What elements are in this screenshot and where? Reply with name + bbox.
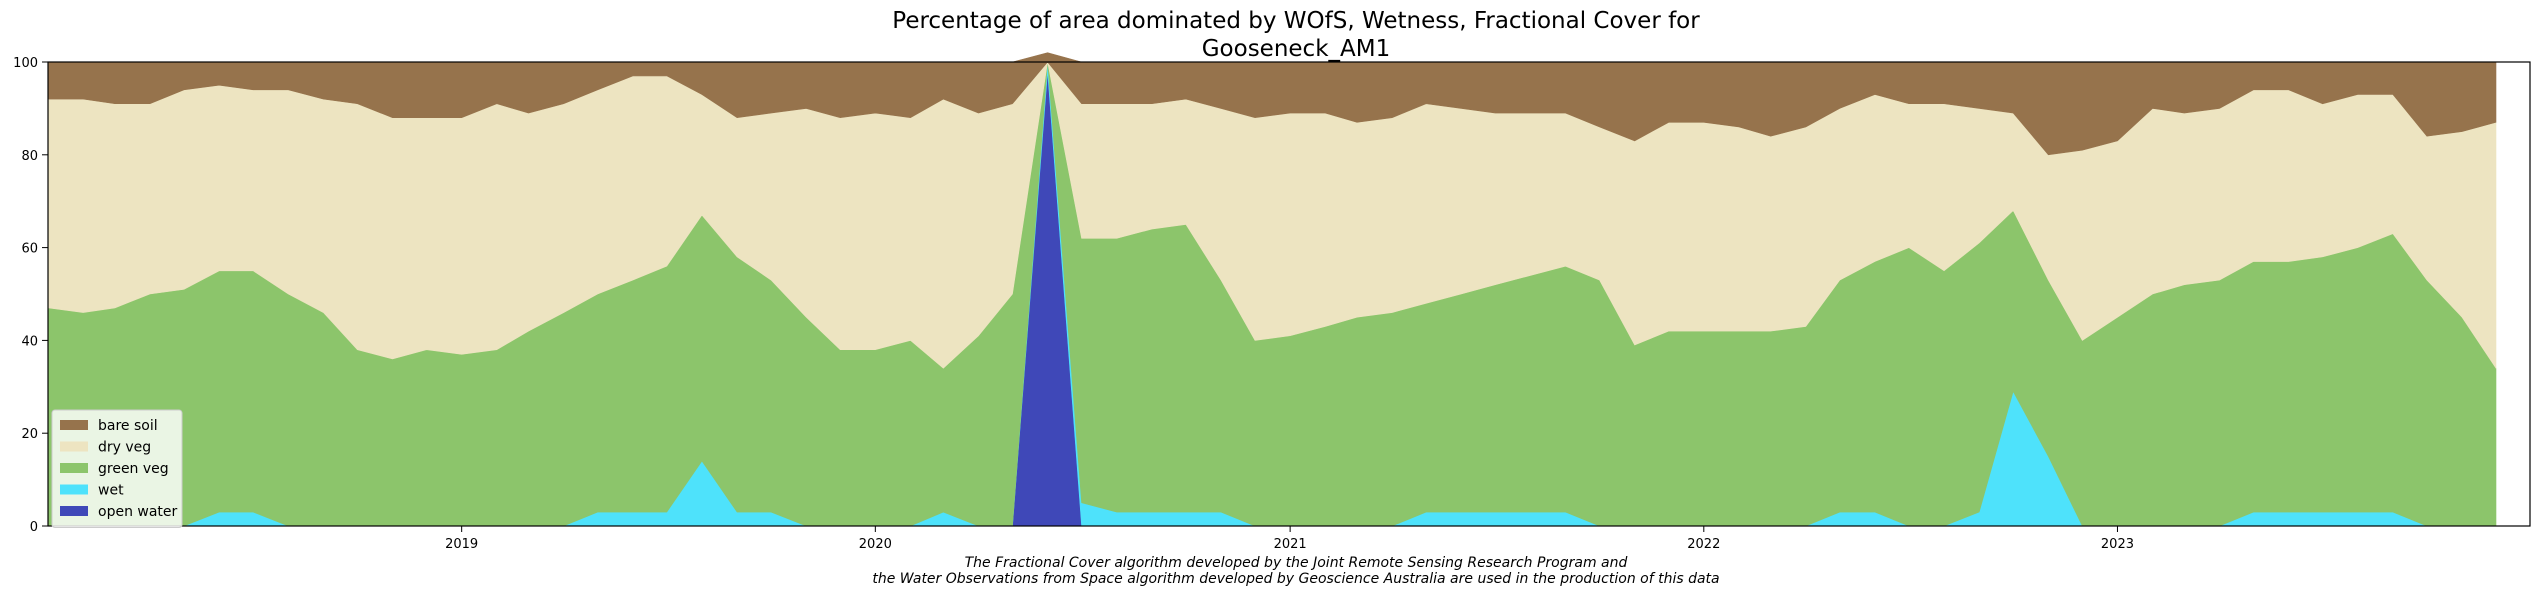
legend: bare soil dry veg green veg wet open water (51, 409, 183, 528)
legend-label-wet: wet (98, 483, 124, 499)
footnote-line-1: The Fractional Cover algorithm developed… (965, 555, 1628, 571)
legend-box (51, 409, 183, 528)
y-tick-label: 100 (13, 56, 38, 71)
y-tick-label: 60 (21, 242, 38, 257)
plot-area (47, 52, 2497, 527)
legend-swatch-dry-veg (60, 441, 88, 452)
legend-label-green-veg: green veg (98, 461, 169, 477)
legend-swatch-bare-soil (60, 420, 88, 430)
legend-label-dry-veg: dry veg (98, 440, 151, 456)
legend-swatch-green-veg (60, 463, 88, 473)
y-tick-label: 0 (30, 520, 38, 535)
y-tick-label: 40 (21, 334, 38, 349)
chart-title-line-1: Percentage of area dominated by WOfS, We… (892, 8, 1700, 34)
x-axis: 2019 2020 2021 2022 2023 (445, 526, 2134, 552)
x-tick-label: 2023 (2101, 537, 2134, 552)
legend-swatch-wet (60, 484, 88, 495)
chart-title-line-2: Gooseneck_AM1 (1202, 36, 1391, 62)
legend-swatch-open-water (60, 506, 88, 516)
x-tick-label: 2020 (859, 537, 892, 552)
x-tick-label: 2021 (1274, 537, 1307, 552)
legend-label-bare-soil: bare soil (98, 418, 158, 434)
y-axis: 0 20 40 60 80 100 (13, 56, 48, 535)
x-tick-label: 2022 (1687, 537, 1720, 552)
x-tick-label: 2019 (445, 537, 478, 552)
y-tick-label: 20 (21, 427, 38, 442)
legend-label-open-water: open water (98, 504, 178, 520)
y-tick-label: 80 (21, 149, 38, 164)
plot-frame (47, 61, 2531, 527)
footnote-line-2: the Water Observations from Space algori… (872, 571, 1719, 587)
